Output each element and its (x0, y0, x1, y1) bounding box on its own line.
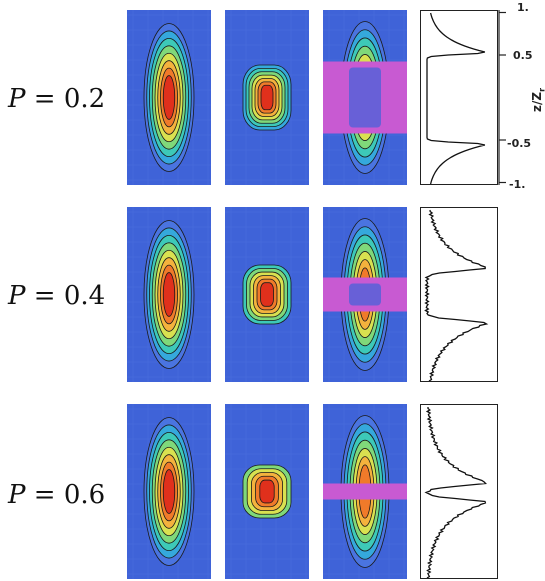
profile-plot-r1 (420, 10, 498, 185)
panel-r2-c3 (323, 207, 407, 382)
panel-r3-c3 (323, 404, 407, 579)
band-hole (349, 67, 381, 128)
panel-r2-c2 (225, 207, 309, 382)
panel-r1-c3 (323, 10, 407, 185)
contour-level (162, 272, 176, 317)
tick-label-neg0.5: -0.5 (507, 137, 532, 150)
band (323, 483, 407, 500)
profile-curve (424, 407, 487, 578)
panel-r1-c2 (225, 10, 309, 185)
contour-level (162, 75, 176, 120)
row-label-p06: P = 0.6 (8, 480, 106, 510)
z-axis-title: z/Zr (530, 88, 545, 112)
tick-label-1: 1. (517, 1, 529, 14)
panel-r3-c1 (127, 404, 211, 579)
profile-plot-r3 (420, 404, 498, 579)
contour-level (260, 282, 274, 307)
contour-level (259, 479, 275, 504)
band-hole (349, 283, 381, 306)
row-label-p04: P = 0.4 (8, 281, 106, 311)
z-axis (498, 10, 506, 185)
contour-level (162, 469, 176, 514)
contour-level (260, 84, 274, 111)
panel-r3-c2 (225, 404, 309, 579)
tick-label-0.5: 0.5 (513, 49, 533, 62)
profile-plot-r2 (420, 207, 498, 382)
panel-r1-c1 (127, 10, 211, 185)
profile-curve (424, 209, 489, 381)
row-label-p02: P = 0.2 (8, 84, 106, 114)
profile-curve (426, 12, 486, 184)
tick-label-neg1: -1. (509, 178, 526, 191)
panel-r2-c1 (127, 207, 211, 382)
